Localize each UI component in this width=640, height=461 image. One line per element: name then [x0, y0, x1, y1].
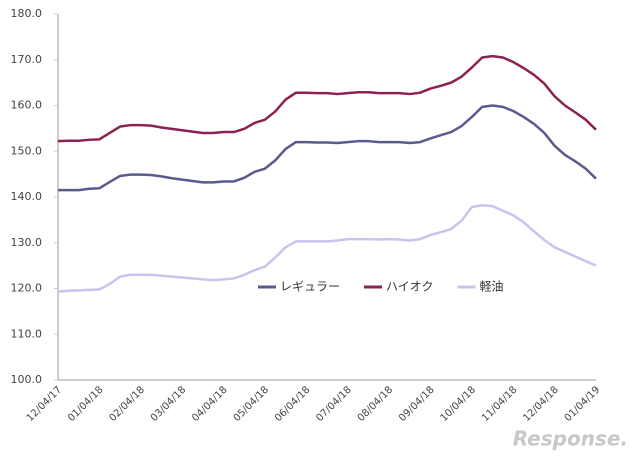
x-tick-label: 03/04/18 — [149, 384, 189, 424]
y-tick-label: 100.0 — [11, 373, 43, 386]
x-tick-label: 10/04/18 — [439, 384, 479, 424]
watermark: Response. — [513, 427, 628, 451]
y-tick-label: 170.0 — [11, 53, 43, 66]
x-tick-label: 01/04/19 — [563, 384, 603, 424]
x-tick-label: 02/04/18 — [107, 384, 147, 424]
x-tick-label: 12/04/18 — [521, 384, 561, 424]
y-tick-label: 140.0 — [11, 190, 43, 203]
y-tick-label: 180.0 — [11, 7, 43, 20]
x-tick-label: 07/04/18 — [314, 384, 354, 424]
line-series — [57, 203, 597, 293]
x-tick-label: 12/04/17 — [25, 384, 65, 424]
x-tick-label: 09/04/18 — [397, 384, 437, 424]
x-tick-label: 11/04/18 — [480, 384, 520, 424]
y-tick-label: 150.0 — [11, 144, 43, 157]
x-tick-label: 05/04/18 — [232, 384, 272, 424]
y-tick-label: 130.0 — [11, 236, 43, 249]
x-tick-label: 08/04/18 — [356, 384, 396, 424]
y-tick-label: 110.0 — [11, 327, 43, 340]
legend-label: ハイオク — [386, 280, 434, 294]
line-series — [57, 54, 597, 143]
legend-label: 軽油 — [480, 280, 504, 294]
y-tick-label: 120.0 — [11, 282, 43, 295]
line-series — [58, 104, 597, 192]
y-tick-label: 160.0 — [11, 99, 43, 112]
x-tick-label: 01/04/18 — [66, 384, 106, 424]
legend: レギュラー ハイオク 軽油 — [258, 280, 504, 294]
x-tick-label: 06/04/18 — [273, 384, 313, 424]
x-tick-label: 04/04/18 — [190, 384, 230, 424]
legend-label: レギュラー — [280, 280, 340, 294]
